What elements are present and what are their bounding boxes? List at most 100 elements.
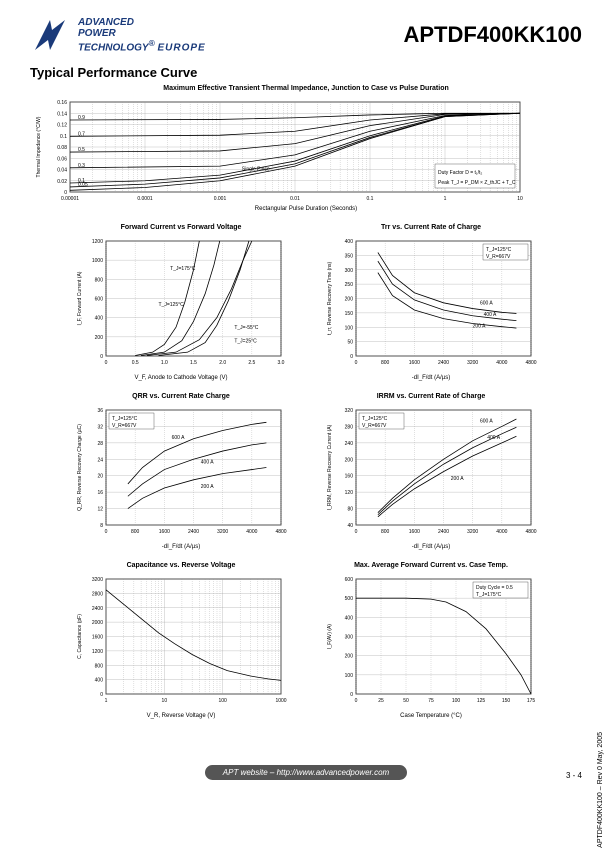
svg-text:200 A: 200 A [473, 323, 486, 329]
svg-text:T_J=125°C: T_J=125°C [112, 416, 138, 422]
chart-thermal-impedance: Maximum Effective Transient Thermal Impe… [30, 85, 582, 212]
svg-text:2000: 2000 [92, 620, 103, 626]
svg-text:500: 500 [345, 596, 354, 602]
svg-text:600: 600 [95, 297, 104, 303]
svg-text:400: 400 [345, 239, 354, 245]
svg-text:600 A: 600 A [172, 435, 185, 441]
svg-text:1200: 1200 [92, 239, 103, 245]
svg-text:0: 0 [355, 360, 358, 366]
svg-text:400 A: 400 A [484, 312, 497, 318]
svg-text:200: 200 [345, 297, 354, 303]
chart-capacitance: Capacitance vs. Reverse Voltage 04008001… [71, 562, 291, 719]
svg-text:0.1: 0.1 [60, 134, 67, 140]
svg-text:200 A: 200 A [451, 476, 464, 482]
chart-avg-current: Max. Average Forward Current vs. Case Te… [321, 562, 541, 719]
svg-text:600: 600 [345, 577, 354, 583]
svg-text:0.14: 0.14 [57, 111, 67, 117]
svg-text:Single Pulse: Single Pulse [242, 167, 270, 173]
chart-forward-current: Forward Current vs Forward Voltage 02004… [71, 224, 291, 381]
svg-text:2.0: 2.0 [219, 360, 226, 366]
chart7-svg: 01002003004005006000255075100125150175I_… [321, 571, 541, 711]
svg-text:4000: 4000 [496, 529, 507, 535]
svg-text:I_F, Forward Current (A): I_F, Forward Current (A) [77, 271, 83, 325]
section-title: Typical Performance Curve [0, 60, 612, 85]
chart5-xlabel: -dI_F/dt (A/µs) [321, 544, 541, 550]
chart6-xlabel: V_R, Reverse Voltage (V) [71, 713, 291, 719]
svg-text:150: 150 [345, 311, 354, 317]
svg-text:0.12: 0.12 [57, 123, 67, 129]
svg-text:1: 1 [444, 196, 447, 202]
svg-text:3200: 3200 [217, 529, 228, 535]
svg-text:3200: 3200 [92, 577, 103, 583]
svg-text:0: 0 [100, 354, 103, 360]
svg-text:V_R=667V: V_R=667V [362, 423, 387, 429]
svg-text:2400: 2400 [188, 529, 199, 535]
svg-text:10: 10 [162, 698, 168, 704]
svg-text:0.0001: 0.0001 [137, 196, 153, 202]
svg-text:0.9: 0.9 [78, 115, 85, 121]
charts-container: Maximum Effective Transient Thermal Impe… [0, 85, 612, 731]
chart-trr: Trr vs. Current Rate of Charge 050100150… [321, 224, 541, 381]
logo-icon [30, 15, 70, 55]
svg-text:0.1: 0.1 [367, 196, 374, 202]
svg-text:160: 160 [345, 474, 354, 480]
svg-text:800: 800 [95, 663, 104, 669]
svg-text:0: 0 [100, 692, 103, 698]
svg-text:200: 200 [345, 654, 354, 660]
chart2-xlabel: V_F, Anode to Cathode Voltage (V) [71, 375, 291, 381]
svg-text:800: 800 [131, 529, 140, 535]
svg-text:50: 50 [347, 340, 353, 346]
svg-text:100: 100 [218, 698, 227, 704]
svg-text:T_J=175°C: T_J=175°C [476, 592, 502, 598]
chart5-title: IRRM vs. Current Rate of Charge [321, 393, 541, 400]
svg-text:0.3: 0.3 [78, 163, 85, 169]
chart3-svg: 0501001502002503003504000800160024003200… [321, 233, 541, 373]
svg-text:0: 0 [105, 360, 108, 366]
svg-text:36: 36 [97, 408, 103, 414]
svg-text:0: 0 [355, 529, 358, 535]
svg-text:12: 12 [97, 507, 103, 513]
svg-text:3200: 3200 [467, 529, 478, 535]
chart1-svg: 00.020.040.060.080.10.120.140.160.000010… [30, 94, 530, 204]
logo-text: ADVANCED POWER TECHNOLOGY® EUROPE [78, 17, 206, 53]
svg-text:2400: 2400 [92, 606, 103, 612]
svg-text:1000: 1000 [92, 258, 103, 264]
part-number: APTDF400KK100 [403, 22, 582, 48]
svg-text:0.00001: 0.00001 [61, 196, 79, 202]
side-revision: APTDF400KK100 – Rev 0 May, 2005 [597, 732, 604, 848]
svg-text:4000: 4000 [496, 360, 507, 366]
svg-text:Peak T_J = P_DM × Z_thJC + T_C: Peak T_J = P_DM × Z_thJC + T_C [438, 180, 516, 186]
svg-text:120: 120 [345, 490, 354, 496]
svg-text:28: 28 [97, 441, 103, 447]
svg-text:100: 100 [345, 325, 354, 331]
svg-text:600 A: 600 A [480, 418, 493, 424]
footer: APT website – http://www.advancedpower.c… [0, 762, 612, 780]
svg-text:175: 175 [527, 698, 536, 704]
svg-text:0: 0 [355, 698, 358, 704]
svg-text:I_F(AV) (A): I_F(AV) (A) [327, 624, 333, 649]
svg-text:3200: 3200 [467, 360, 478, 366]
chart5-svg: 4080120160200240280320080016002400320040… [321, 402, 541, 542]
chart7-title: Max. Average Forward Current vs. Case Te… [321, 562, 541, 569]
svg-text:125: 125 [477, 698, 486, 704]
svg-text:1600: 1600 [409, 529, 420, 535]
svg-text:2.5: 2.5 [248, 360, 255, 366]
chart-irrm: IRRM vs. Current Rate of Charge 40801201… [321, 393, 541, 550]
chart-qrr: QRR vs. Current Rate Charge 812162024283… [71, 393, 291, 550]
svg-text:T_J=175°C: T_J=175°C [170, 266, 196, 272]
svg-text:4800: 4800 [275, 529, 286, 535]
svg-text:2800: 2800 [92, 591, 103, 597]
svg-text:T_J=125°C: T_J=125°C [362, 416, 388, 422]
svg-text:T_J=-55°C: T_J=-55°C [234, 325, 258, 331]
svg-text:400: 400 [95, 678, 104, 684]
svg-text:t_rr, Reverse Recovery Time (n: t_rr, Reverse Recovery Time (ns) [327, 261, 333, 335]
svg-text:0.02: 0.02 [57, 179, 67, 185]
svg-text:0.5: 0.5 [132, 360, 139, 366]
svg-text:800: 800 [381, 529, 390, 535]
svg-text:1600: 1600 [92, 635, 103, 641]
svg-text:50: 50 [403, 698, 409, 704]
footer-link: APT website – http://www.advancedpower.c… [205, 765, 407, 780]
svg-text:75: 75 [428, 698, 434, 704]
chart1-title: Maximum Effective Transient Thermal Impe… [30, 85, 582, 92]
chart4-xlabel: -dI_F/dt (A/µs) [71, 544, 291, 550]
